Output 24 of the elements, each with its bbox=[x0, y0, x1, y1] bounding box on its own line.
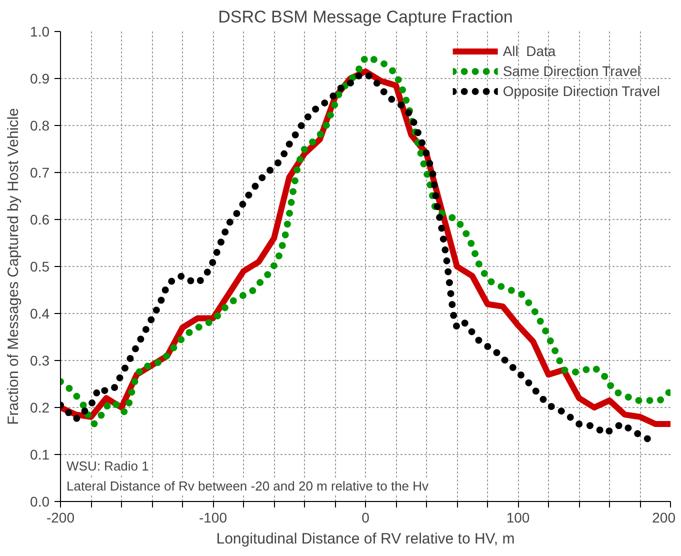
y-tick-label: 0.9 bbox=[30, 70, 50, 86]
annotation: WSU: Radio 1 bbox=[66, 458, 149, 474]
y-tick-label: 0.4 bbox=[30, 306, 50, 322]
y-tick-label: 0.8 bbox=[30, 118, 50, 134]
y-tick-label: 0.5 bbox=[30, 258, 50, 274]
y-tick-label: 0.0 bbox=[30, 494, 50, 510]
y-tick-label: 1.0 bbox=[30, 24, 50, 40]
x-tick-label: 100 bbox=[506, 510, 530, 526]
legend-label: All Data bbox=[502, 43, 556, 59]
y-tick-label: 0.1 bbox=[30, 446, 50, 462]
y-tick-label: 0.3 bbox=[30, 352, 50, 368]
x-axis-title: Longitudinal Distance of RV relative to HV, m bbox=[216, 530, 515, 548]
y-axis-title: Fraction of Messages Captured by Host Vehicle bbox=[5, 108, 22, 425]
y-tick-label: 0.2 bbox=[30, 400, 50, 416]
legend-label: Same Direction Travel bbox=[502, 63, 641, 79]
x-tick-label: 200 bbox=[652, 510, 676, 526]
y-tick-label: 0.6 bbox=[30, 212, 50, 228]
y-tick-label: 0.7 bbox=[30, 164, 50, 180]
x-tick-label: 0 bbox=[362, 510, 370, 526]
chart-title: DSRC BSM Message Capture Fraction bbox=[218, 8, 513, 26]
annotation: Lateral Distance of Rv between -20 and 20 m relative to the Hv bbox=[66, 478, 430, 494]
x-tick-label: -100 bbox=[198, 510, 228, 526]
legend-label: Opposite Direction Travel bbox=[502, 83, 660, 99]
x-tick-label: -200 bbox=[46, 510, 75, 526]
